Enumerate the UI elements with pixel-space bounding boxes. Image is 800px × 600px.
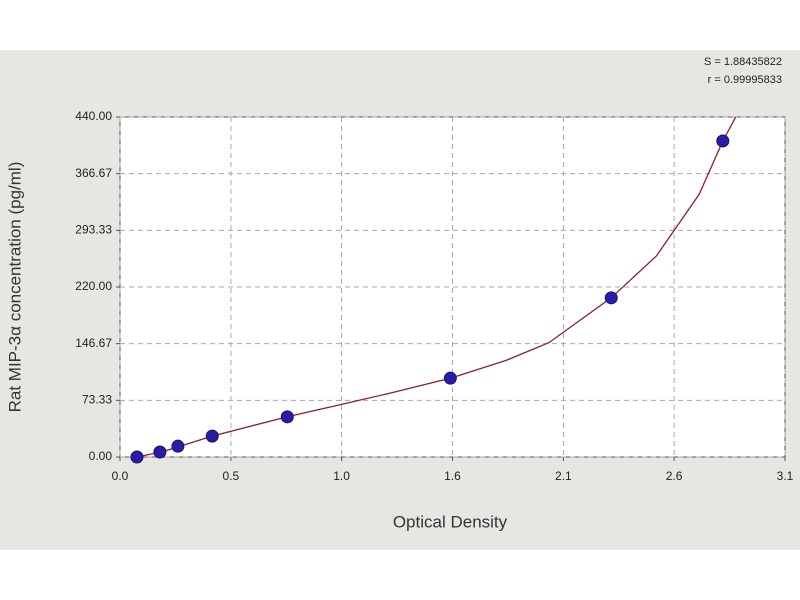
y-axis-title: Rat MIP-3α concentration (pg/ml) bbox=[5, 162, 24, 413]
x-tick-label: 2.6 bbox=[666, 469, 683, 483]
x-tick-label: 0.5 bbox=[223, 469, 240, 483]
data-point bbox=[205, 429, 219, 443]
data-point bbox=[604, 291, 618, 305]
x-tick-label: 1.6 bbox=[444, 469, 461, 483]
y-tick-label: 146.67 bbox=[75, 336, 112, 350]
data-point bbox=[153, 445, 167, 459]
x-tick-label: 2.1 bbox=[555, 469, 572, 483]
annotation: r = 0.99995833 bbox=[708, 74, 782, 86]
x-tick-label: 3.1 bbox=[777, 469, 794, 483]
annotation: S = 1.88435822 bbox=[704, 56, 782, 68]
y-tick-label: 220.00 bbox=[75, 279, 112, 293]
fit-curve bbox=[136, 116, 737, 458]
data-point bbox=[716, 134, 730, 148]
data-point bbox=[130, 450, 144, 464]
x-tick-label: 0.0 bbox=[112, 469, 129, 483]
y-tick-label: 0.00 bbox=[89, 449, 113, 463]
x-tick-label: 1.0 bbox=[333, 469, 350, 483]
data-point bbox=[171, 439, 185, 453]
y-tick-label: 293.33 bbox=[75, 223, 112, 237]
data-point bbox=[443, 371, 457, 385]
y-tick-label: 440.00 bbox=[75, 109, 112, 123]
data-point bbox=[280, 410, 294, 424]
y-tick-label: 366.67 bbox=[75, 166, 112, 180]
y-tick-label: 73.33 bbox=[82, 393, 112, 407]
x-axis-title: Optical Density bbox=[393, 512, 508, 531]
